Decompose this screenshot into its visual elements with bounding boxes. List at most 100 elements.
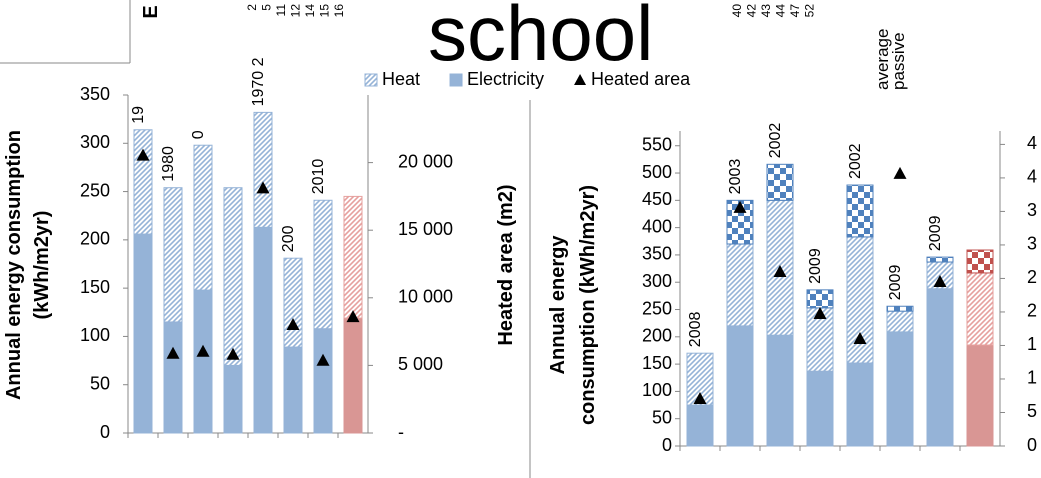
bar-segment (846, 184, 874, 238)
y2-axis-title: Heated area (m2) (495, 184, 517, 345)
y-tick-label: 550 (642, 134, 672, 154)
y2-tick-label: 3 (1027, 234, 1037, 254)
bar-label: 2003 (727, 159, 744, 195)
y2-tick-label: 1 (1027, 368, 1037, 388)
bar-segment (253, 226, 273, 434)
y-tick-label: 350 (642, 244, 672, 264)
triangle-marker (316, 353, 330, 366)
header-label: average (873, 29, 892, 90)
y-tick-label: 250 (80, 180, 110, 200)
bar-label: 2002 (767, 123, 784, 159)
triangle-marker (346, 310, 360, 323)
y-tick-label: 150 (642, 353, 672, 373)
header-number: 52 (803, 4, 817, 18)
triangle-marker (693, 391, 707, 404)
triangle-marker (136, 148, 150, 161)
bar-segment (806, 370, 834, 447)
bar-segment (313, 199, 333, 330)
y2-tick-label: 10 000 (398, 287, 453, 307)
bar-segment (133, 129, 153, 235)
legend-label: Heated area (591, 69, 691, 89)
y2-tick-label: 0 (1027, 435, 1037, 455)
header-number: 14 (303, 4, 317, 18)
legend-swatch (364, 73, 378, 87)
y2-tick-label: 1 (1027, 334, 1037, 354)
y-tick-label: 200 (80, 229, 110, 249)
header-number: 47 (788, 4, 802, 18)
bar-label: 2010 (310, 159, 327, 195)
y2-tick-label: 15 000 (398, 219, 453, 239)
triangle-marker (733, 200, 747, 213)
y2-tick-label: 20 000 (398, 151, 453, 171)
y-tick-label: 50 (652, 407, 672, 427)
y2-tick-label: 5 000 (398, 354, 443, 374)
bar-segment (886, 305, 914, 312)
bar-segment (163, 321, 183, 434)
triangle-marker (166, 346, 180, 359)
bar-segment (766, 334, 794, 447)
bar-label: 1970 2 (250, 57, 267, 106)
header-number: 12 (289, 4, 303, 18)
bar-segment (766, 163, 794, 201)
y-tick-label: 300 (80, 132, 110, 152)
legend-label: Heat (382, 69, 420, 89)
bar-label: 2002 (847, 143, 864, 179)
bar-segment (806, 289, 834, 309)
header-number: 42 (745, 4, 759, 18)
bar-segment (726, 243, 754, 327)
bar-label: 2009 (887, 265, 904, 301)
bar-segment (846, 362, 874, 447)
y2-tick-label: 4 (1027, 167, 1037, 187)
y-tick-label: 150 (80, 277, 110, 297)
bar-segment (966, 272, 994, 346)
bar-segment (193, 289, 213, 434)
header-word: school (428, 0, 653, 77)
bar-segment (886, 310, 914, 333)
triangle-marker (226, 347, 240, 360)
bar-segment (343, 317, 363, 434)
bar-segment (343, 195, 363, 319)
header-number: 40 (730, 4, 744, 18)
header-number: 11 (274, 4, 288, 17)
y-tick-label: 450 (642, 189, 672, 209)
bar-label: 2008 (687, 311, 704, 347)
triangle-marker (853, 331, 867, 344)
header-number: 44 (774, 4, 788, 18)
bar-segment (966, 344, 994, 447)
header-number: 43 (759, 4, 773, 18)
y2-tick-label: - (398, 422, 404, 442)
bar-label: 19 (130, 106, 147, 124)
bar-segment (163, 187, 183, 323)
y-tick-label: 0 (662, 435, 672, 455)
bar-segment (223, 187, 243, 366)
y2-tick-label: 2 (1027, 301, 1037, 321)
bar-label: 1980 (160, 146, 177, 182)
y-axis-title: Annual energy consumption (3, 130, 25, 400)
bar-segment (966, 249, 994, 274)
bar-segment (193, 144, 213, 291)
y-tick-label: 350 (80, 84, 110, 104)
bar-segment (926, 288, 954, 447)
y2-tick-label: 4 (1027, 133, 1037, 153)
y-tick-label: 0 (100, 422, 110, 442)
header-letter: E (140, 5, 162, 18)
bar-segment (686, 404, 714, 447)
y-tick-label: 300 (642, 271, 672, 291)
y2-tick-label: 3 (1027, 200, 1037, 220)
legend-marker (574, 74, 587, 85)
y-axis-title: Annual energy (547, 235, 569, 375)
y-tick-label: 250 (642, 298, 672, 318)
y-tick-label: 100 (80, 325, 110, 345)
bar-segment (926, 256, 954, 263)
bar-segment (726, 325, 754, 447)
bar-segment (253, 111, 273, 228)
bar-segment (846, 236, 874, 364)
triangle-marker (893, 166, 907, 179)
legend-swatch (449, 73, 463, 87)
triangle-marker (813, 306, 827, 319)
header-number: 2 (245, 4, 259, 11)
y-tick-label: 100 (642, 380, 672, 400)
header-number: 16 (332, 4, 346, 18)
bar-segment (283, 257, 303, 348)
